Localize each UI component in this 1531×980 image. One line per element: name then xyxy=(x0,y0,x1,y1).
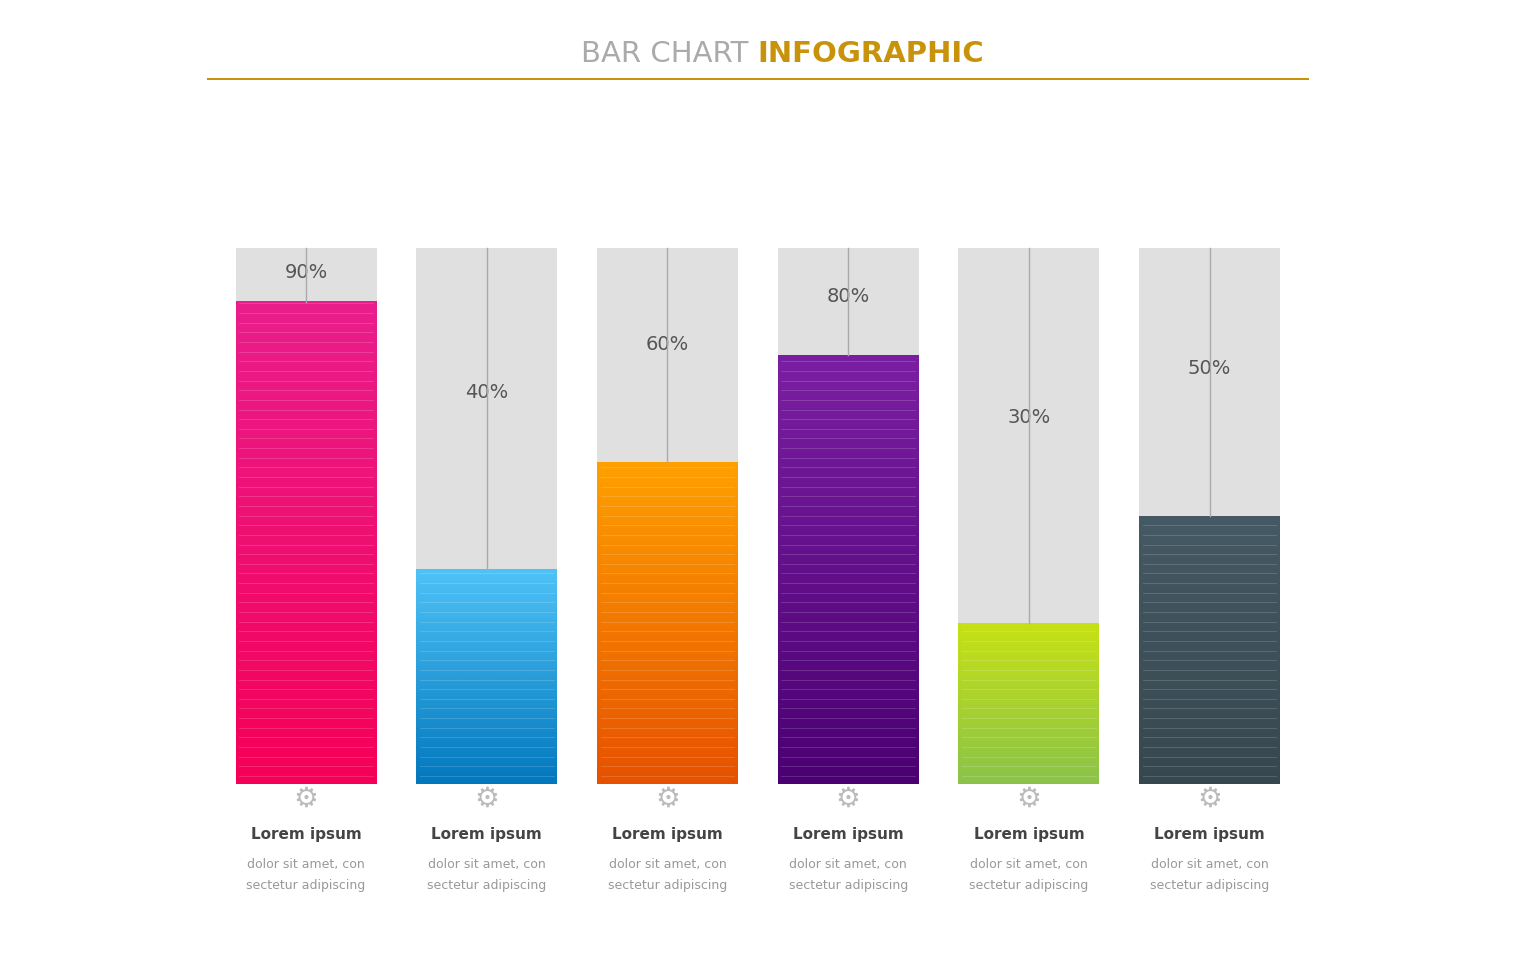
Text: dolor sit amet, con: dolor sit amet, con xyxy=(609,858,726,871)
Text: dolor sit amet, con: dolor sit amet, con xyxy=(427,858,545,871)
Text: 90%: 90% xyxy=(285,263,328,282)
Bar xyxy=(236,248,377,784)
Bar xyxy=(1139,248,1280,784)
Text: sectetur adipiscing: sectetur adipiscing xyxy=(427,879,547,893)
Text: ⚙: ⚙ xyxy=(836,785,860,812)
Bar xyxy=(778,248,919,784)
Text: dolor sit amet, con: dolor sit amet, con xyxy=(971,858,1089,871)
Text: BAR CHART: BAR CHART xyxy=(582,40,758,68)
Text: Lorem ipsum: Lorem ipsum xyxy=(793,827,903,843)
Text: Lorem ipsum: Lorem ipsum xyxy=(251,827,361,843)
Text: sectetur adipiscing: sectetur adipiscing xyxy=(969,879,1089,893)
Text: ⚙: ⚙ xyxy=(655,785,680,812)
Text: INFOGRAPHIC: INFOGRAPHIC xyxy=(758,40,984,68)
Bar xyxy=(416,248,557,784)
Bar xyxy=(958,248,1099,784)
Text: ⚙: ⚙ xyxy=(1197,785,1222,812)
Text: 80%: 80% xyxy=(827,287,870,306)
Text: ⚙: ⚙ xyxy=(294,785,318,812)
Text: sectetur adipiscing: sectetur adipiscing xyxy=(246,879,366,893)
Text: 30%: 30% xyxy=(1007,408,1050,426)
Text: ⚙: ⚙ xyxy=(475,785,499,812)
Text: ⚙: ⚙ xyxy=(1017,785,1041,812)
Text: dolor sit amet, con: dolor sit amet, con xyxy=(1151,858,1269,871)
Bar xyxy=(597,248,738,784)
Text: 60%: 60% xyxy=(646,335,689,354)
Text: sectetur adipiscing: sectetur adipiscing xyxy=(1150,879,1269,893)
Text: sectetur adipiscing: sectetur adipiscing xyxy=(788,879,908,893)
Text: Lorem ipsum: Lorem ipsum xyxy=(974,827,1084,843)
Text: Lorem ipsum: Lorem ipsum xyxy=(612,827,723,843)
Text: dolor sit amet, con: dolor sit amet, con xyxy=(790,858,906,871)
Text: 50%: 50% xyxy=(1188,360,1231,378)
Text: Lorem ipsum: Lorem ipsum xyxy=(432,827,542,843)
Text: Lorem ipsum: Lorem ipsum xyxy=(1154,827,1265,843)
Text: dolor sit amet, con: dolor sit amet, con xyxy=(246,858,364,871)
Text: 40%: 40% xyxy=(465,383,508,403)
Text: sectetur adipiscing: sectetur adipiscing xyxy=(608,879,727,893)
